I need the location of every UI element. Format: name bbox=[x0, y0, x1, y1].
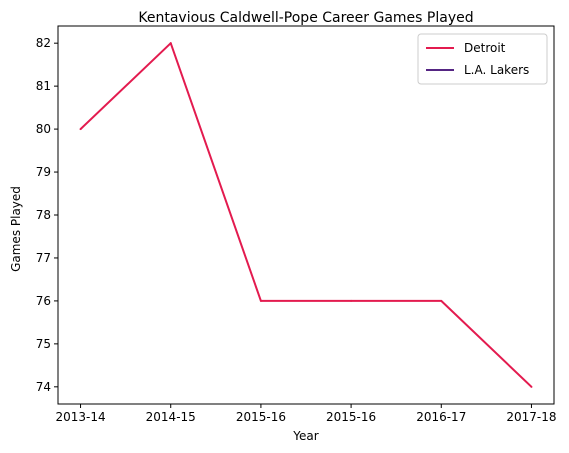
x-tick-label: 2014-15 bbox=[146, 410, 196, 424]
y-axis-label: Games Played bbox=[9, 186, 23, 272]
x-tick-label: 2017-18 bbox=[506, 410, 556, 424]
y-tick-label: 77 bbox=[36, 251, 51, 265]
plot-area bbox=[79, 42, 533, 388]
y-tick-label: 81 bbox=[36, 79, 51, 93]
y-tick-label: 78 bbox=[36, 208, 51, 222]
y-tick-label: 79 bbox=[36, 165, 51, 179]
x-tick-label: 2016-17 bbox=[416, 410, 466, 424]
data-point bbox=[440, 299, 443, 302]
legend-box bbox=[417, 33, 548, 85]
y-tick-label: 80 bbox=[36, 122, 51, 136]
x-tick-label: 2013-14 bbox=[55, 410, 105, 424]
legend-label: Detroit bbox=[464, 41, 506, 55]
axes: 2013-14 2014-15 2015-16 2015-16 2016-17 2017-… bbox=[36, 36, 557, 424]
data-point bbox=[350, 299, 353, 302]
legend-label: L.A. Lakers bbox=[464, 63, 529, 77]
x-axis-label: Year bbox=[292, 429, 318, 443]
y-tick-label: 76 bbox=[36, 294, 51, 308]
y-tick-label: 74 bbox=[36, 380, 51, 394]
y-tick-label: 82 bbox=[36, 36, 51, 50]
data-point bbox=[79, 128, 82, 131]
data-point bbox=[530, 385, 533, 388]
x-tick-label: 2015-16 bbox=[236, 410, 286, 424]
data-point bbox=[259, 299, 262, 302]
chart-title: Kentavious Caldwell-Pope Career Games Pl… bbox=[138, 10, 473, 26]
series-line-0 bbox=[79, 42, 533, 388]
legend: Detroit L.A. Lakers bbox=[417, 33, 548, 85]
x-tick-label: 2015-16 bbox=[326, 410, 376, 424]
data-point bbox=[169, 42, 172, 45]
y-tick-label: 75 bbox=[36, 337, 51, 351]
